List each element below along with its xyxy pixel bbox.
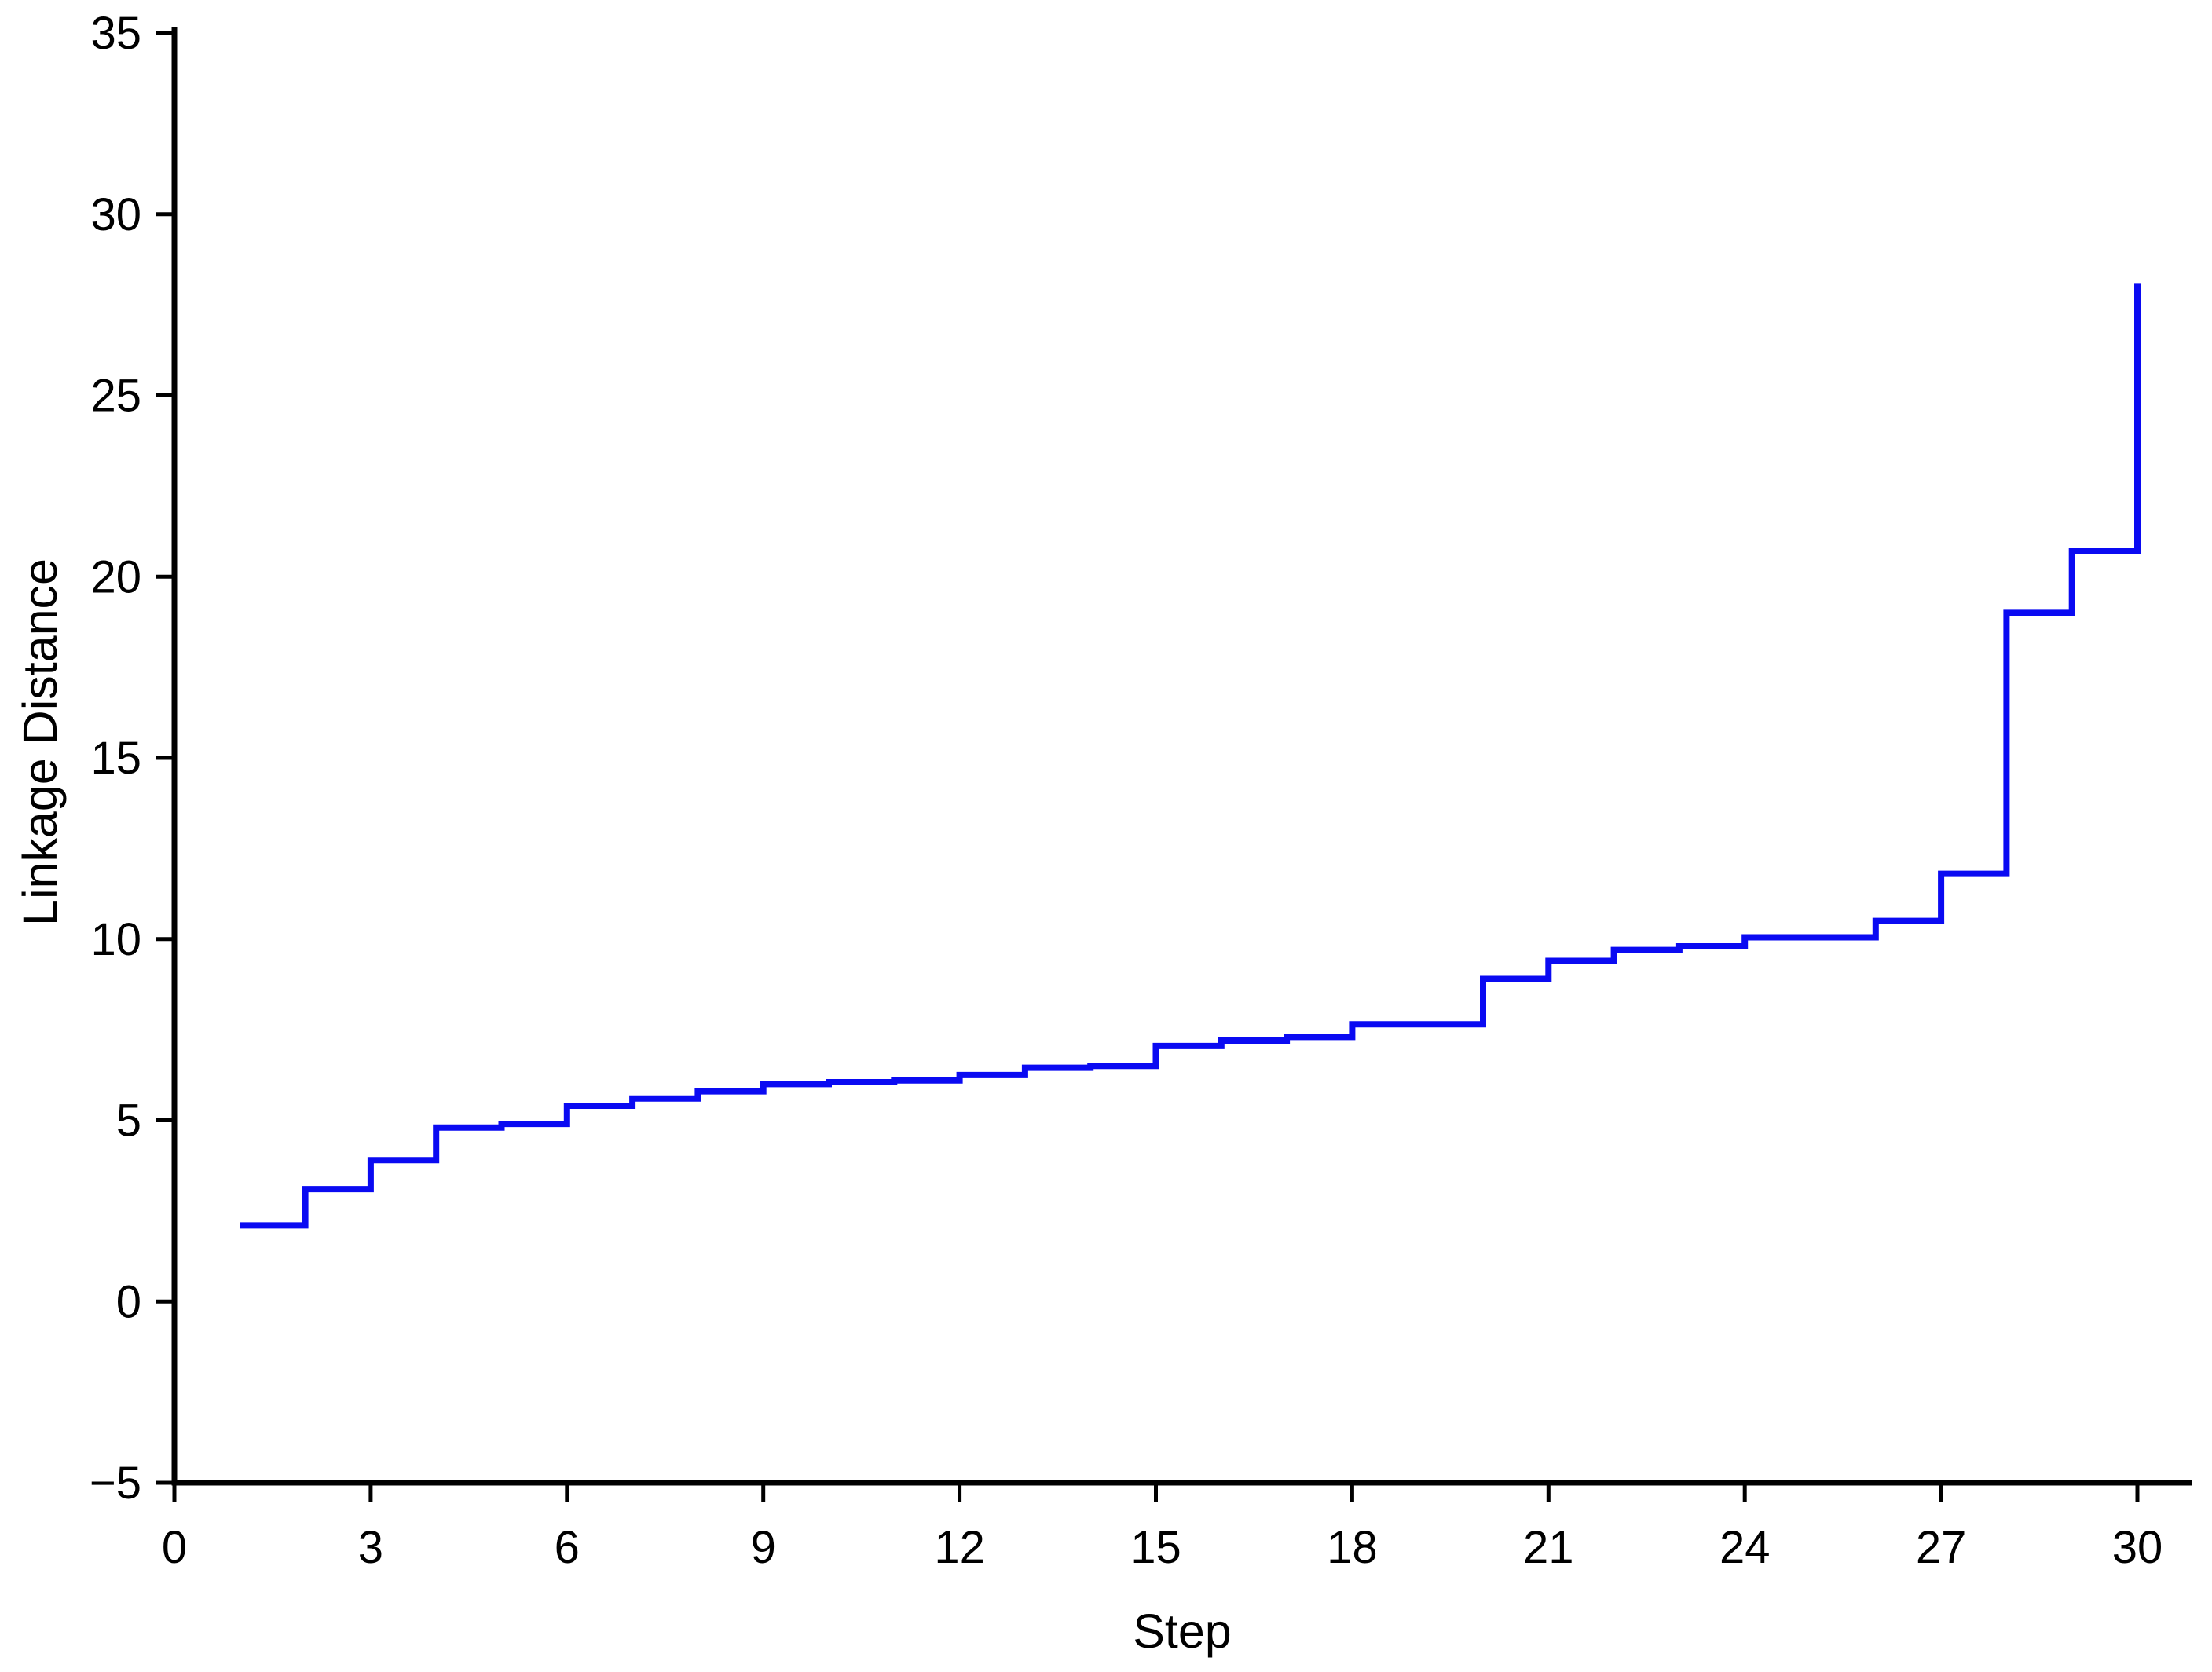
y-tick-label: 35 <box>90 8 141 59</box>
y-tick-label: 30 <box>90 189 141 240</box>
x-tick-label: 27 <box>1916 1522 1967 1573</box>
x-tick-label: 21 <box>1523 1522 1574 1573</box>
x-tick-label: 12 <box>934 1522 985 1573</box>
x-tick-label: 3 <box>358 1522 383 1573</box>
y-axis-tick-group: −5 0 5 10 15 20 25 30 35 <box>90 8 174 1509</box>
x-tick-label: 9 <box>751 1522 776 1573</box>
y-tick-label: 0 <box>116 1276 141 1327</box>
y-tick-label: 10 <box>90 914 141 965</box>
y-tick-label: 15 <box>90 733 141 784</box>
y-tick-label: 20 <box>90 551 141 602</box>
x-tick-label: 0 <box>162 1522 187 1573</box>
x-tick-label: 6 <box>555 1522 580 1573</box>
x-tick-label: 15 <box>1130 1522 1181 1573</box>
y-tick-label: −5 <box>90 1458 141 1509</box>
x-axis-tick-group: 0 3 6 9 12 15 18 21 24 27 30 <box>162 1483 2163 1573</box>
x-tick-label: 24 <box>1719 1522 1771 1573</box>
y-axis-title: Linkage Distance <box>13 558 67 926</box>
x-tick-label: 18 <box>1327 1522 1378 1573</box>
linkage-step-line <box>240 283 2141 1229</box>
x-axis-title: Step <box>1133 1604 1232 1658</box>
x-tick-label: 30 <box>2112 1522 2163 1573</box>
y-tick-label: 25 <box>90 371 141 422</box>
y-tick-label: 5 <box>116 1096 141 1147</box>
